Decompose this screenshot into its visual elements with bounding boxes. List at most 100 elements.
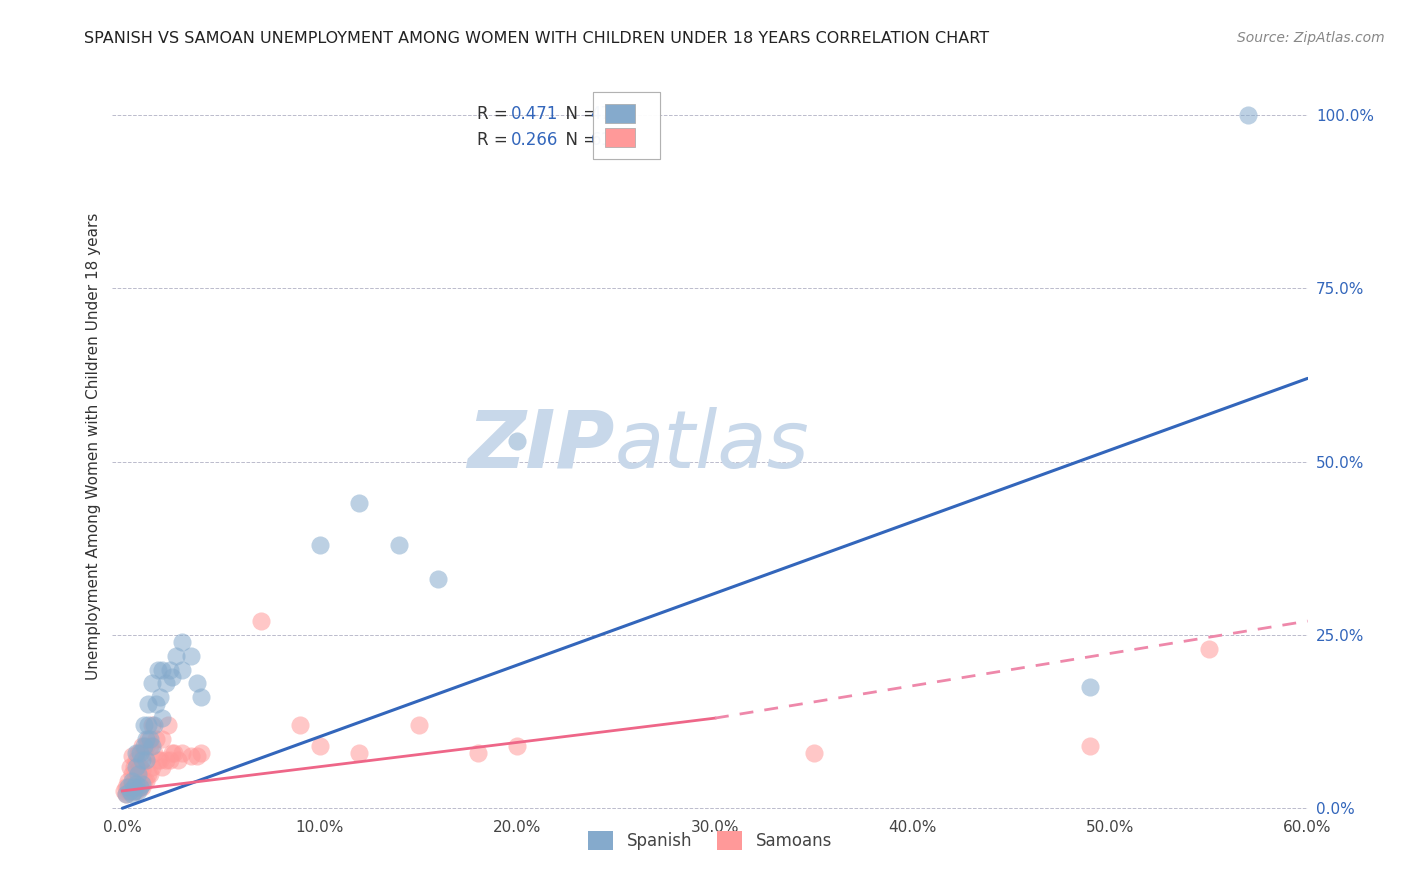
Point bbox=[155, 753, 177, 767]
Point bbox=[143, 746, 166, 760]
Point bbox=[166, 753, 188, 767]
Point bbox=[145, 731, 167, 746]
Point bbox=[190, 746, 212, 760]
Point bbox=[170, 635, 193, 649]
Point bbox=[132, 739, 155, 753]
Point bbox=[122, 784, 145, 798]
Point bbox=[135, 773, 157, 788]
Point bbox=[125, 777, 148, 791]
Point bbox=[186, 749, 208, 764]
Point bbox=[136, 698, 159, 712]
Point bbox=[127, 746, 149, 760]
Text: 47: 47 bbox=[591, 105, 612, 123]
Point bbox=[309, 739, 332, 753]
Point bbox=[150, 663, 173, 677]
Point bbox=[159, 753, 181, 767]
Point bbox=[506, 434, 529, 448]
Point bbox=[150, 711, 173, 725]
Point bbox=[467, 746, 489, 760]
Text: SPANISH VS SAMOAN UNEMPLOYMENT AMONG WOMEN WITH CHILDREN UNDER 18 YEARS CORRELAT: SPANISH VS SAMOAN UNEMPLOYMENT AMONG WOM… bbox=[84, 31, 990, 46]
Point bbox=[125, 746, 148, 760]
Point bbox=[349, 746, 371, 760]
Point bbox=[141, 759, 163, 773]
Point bbox=[121, 773, 143, 788]
Text: N =: N = bbox=[554, 105, 602, 123]
Point bbox=[117, 784, 139, 798]
Point bbox=[170, 746, 193, 760]
Point bbox=[122, 780, 145, 795]
Point bbox=[427, 573, 450, 587]
Text: 0.266: 0.266 bbox=[510, 131, 558, 150]
Point bbox=[150, 731, 173, 746]
Point bbox=[163, 746, 186, 760]
Text: Source: ZipAtlas.com: Source: ZipAtlas.com bbox=[1237, 31, 1385, 45]
Point bbox=[149, 690, 172, 705]
Point bbox=[150, 759, 173, 773]
Point bbox=[180, 648, 202, 663]
Point bbox=[122, 784, 145, 798]
Point bbox=[121, 766, 143, 780]
Point bbox=[135, 731, 157, 746]
Point bbox=[122, 773, 145, 788]
Point bbox=[139, 766, 162, 780]
Point bbox=[141, 676, 163, 690]
Point bbox=[121, 749, 143, 764]
Text: 0.471: 0.471 bbox=[510, 105, 558, 123]
Text: R =: R = bbox=[477, 131, 513, 150]
Text: N =: N = bbox=[554, 131, 602, 150]
Point bbox=[129, 780, 152, 795]
Point bbox=[159, 663, 181, 677]
Point bbox=[115, 788, 138, 802]
Point bbox=[149, 753, 172, 767]
Point bbox=[180, 749, 202, 764]
Point bbox=[408, 718, 430, 732]
Point bbox=[349, 496, 371, 510]
Point bbox=[143, 718, 166, 732]
Point bbox=[388, 538, 411, 552]
Point bbox=[139, 739, 162, 753]
Y-axis label: Unemployment Among Women with Children Under 18 years: Unemployment Among Women with Children U… bbox=[86, 212, 101, 680]
Point bbox=[1237, 108, 1260, 122]
Point bbox=[129, 780, 152, 795]
Point bbox=[190, 690, 212, 705]
Point bbox=[121, 788, 143, 802]
Point bbox=[125, 784, 148, 798]
Point bbox=[117, 773, 139, 788]
Text: ZIP: ZIP bbox=[467, 407, 614, 485]
Point bbox=[288, 718, 311, 732]
Text: 61: 61 bbox=[591, 131, 612, 150]
Legend: Spanish, Samoans: Spanish, Samoans bbox=[579, 822, 841, 858]
Point bbox=[131, 753, 153, 767]
Point bbox=[120, 784, 142, 798]
Point bbox=[132, 746, 155, 760]
Point bbox=[127, 780, 149, 795]
Point bbox=[156, 718, 179, 732]
Point bbox=[115, 780, 138, 795]
Text: atlas: atlas bbox=[614, 407, 810, 485]
Point bbox=[112, 784, 135, 798]
Point bbox=[135, 739, 157, 753]
Point bbox=[136, 718, 159, 732]
Point bbox=[125, 759, 148, 773]
Point bbox=[127, 784, 149, 798]
Point bbox=[129, 759, 152, 773]
Point bbox=[136, 731, 159, 746]
Point bbox=[145, 698, 167, 712]
Point bbox=[139, 731, 162, 746]
Point bbox=[131, 763, 153, 777]
Point bbox=[1078, 680, 1101, 694]
Point bbox=[170, 663, 193, 677]
Point bbox=[309, 538, 332, 552]
Point bbox=[135, 753, 157, 767]
Point bbox=[165, 648, 187, 663]
Point bbox=[131, 780, 153, 795]
Point bbox=[506, 739, 529, 753]
Point bbox=[125, 773, 148, 788]
Point bbox=[120, 759, 142, 773]
Point bbox=[125, 753, 148, 767]
Point bbox=[129, 746, 152, 760]
Point bbox=[131, 739, 153, 753]
Text: R =: R = bbox=[477, 105, 513, 123]
Point bbox=[117, 780, 139, 795]
Point bbox=[803, 746, 825, 760]
